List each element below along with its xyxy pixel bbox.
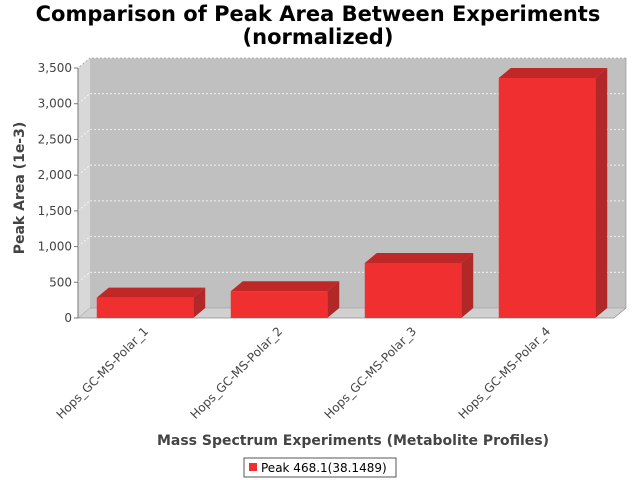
gridline-wall — [77, 164, 91, 176]
chart-title-line-2: (normalized) — [243, 25, 394, 49]
y-axis-label: Peak Area (1e-3) — [12, 122, 28, 255]
bar-top — [498, 68, 608, 78]
x-axis: Hops_GC-MS-Polar_1 Hops_GC-MS-Polar_2 Hops… — [54, 324, 554, 422]
y-axis: 0 500 1,000 1,500 2,000 2,500 3,000 3,500 — [38, 61, 79, 325]
y-tick-label: 2,500 — [38, 132, 72, 146]
gridlines — [77, 57, 626, 283]
bar-front — [364, 263, 462, 318]
y-tick-label: 0 — [64, 311, 72, 325]
gridline-wall — [77, 129, 91, 140]
y-tick-label: 3,500 — [38, 61, 72, 75]
bar-side — [461, 253, 474, 318]
legend-swatch — [249, 463, 257, 471]
bar-front — [498, 78, 596, 318]
bar-side — [193, 287, 206, 318]
gridline-wall — [77, 57, 91, 69]
bar-side — [595, 68, 608, 318]
chart-title-line-1: Comparison of Peak Area Between Experime… — [36, 2, 601, 26]
y-tick-label: 3,000 — [38, 97, 72, 111]
legend-box — [243, 457, 397, 478]
gridline-wall — [77, 272, 91, 283]
y-tick-label: 1,000 — [38, 240, 72, 254]
legend-entry: Peak 468.1(38.1489) — [261, 461, 387, 475]
bar-top — [364, 253, 474, 263]
y-tick-label: 500 — [49, 275, 72, 289]
bar-top — [96, 287, 206, 298]
gridline-wall — [77, 236, 91, 247]
plot-left-wall — [78, 58, 90, 318]
y-tick-label: 2,000 — [38, 168, 72, 182]
x-tick-label: Hops_GC-MS-Polar_2 — [188, 324, 286, 422]
bar-side — [327, 281, 340, 318]
x-tick-label: Hops_GC-MS-Polar_4 — [456, 324, 554, 422]
legend: Peak 468.1(38.1489) — [243, 457, 397, 478]
bar-top — [230, 281, 340, 292]
bar — [96, 287, 206, 318]
bar-front — [230, 291, 328, 318]
bar — [498, 68, 608, 318]
x-axis-label: Mass Spectrum Experiments (Metabolite Pr… — [157, 433, 549, 449]
y-tick-label: 1,500 — [38, 204, 72, 218]
bars — [96, 68, 608, 318]
gridline-wall — [77, 200, 91, 212]
bar — [364, 253, 474, 318]
x-tick-label: Hops_GC-MS-Polar_3 — [322, 324, 420, 422]
bar-front — [96, 297, 194, 318]
gridline-wall — [77, 93, 91, 104]
bar — [230, 281, 340, 318]
x-tick-label: Hops_GC-MS-Polar_1 — [54, 324, 152, 422]
